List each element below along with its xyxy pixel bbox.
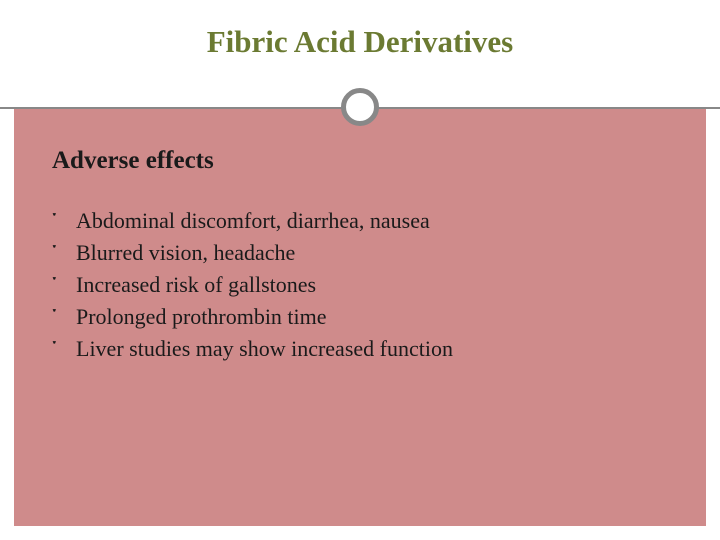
list-item-text: Abdominal discomfort, diarrhea, nausea	[76, 208, 430, 233]
list-item: ་ Increased risk of gallstones	[52, 269, 668, 301]
title-area: Fibric Acid Derivatives	[0, 0, 720, 78]
list-item: ་ Liver studies may show increased funct…	[52, 333, 668, 365]
list-item-text: Liver studies may show increased functio…	[76, 336, 453, 361]
list-item-text: Increased risk of gallstones	[76, 272, 316, 297]
subheading: Adverse effects	[52, 147, 668, 175]
list-item-text: Blurred vision, headache	[76, 240, 295, 265]
list-item: ་ Prolonged prothrombin time	[52, 301, 668, 333]
list-item-text: Prolonged prothrombin time	[76, 304, 327, 329]
body-area: Adverse effects ་ Abdominal discomfort, …	[14, 107, 706, 526]
bullet-icon: ་	[52, 269, 57, 301]
slide: Fibric Acid Derivatives Adverse effects …	[0, 0, 720, 540]
slide-title: Fibric Acid Derivatives	[0, 24, 720, 60]
list-item: ་ Abdominal discomfort, diarrhea, nausea	[52, 205, 668, 237]
bullet-icon: ་	[52, 301, 57, 333]
bullet-icon: ་	[52, 237, 57, 269]
bullet-list: ་ Abdominal discomfort, diarrhea, nausea…	[52, 205, 668, 364]
bullet-icon: ་	[52, 333, 57, 365]
list-item: ་ Blurred vision, headache	[52, 237, 668, 269]
bullet-icon: ་	[52, 205, 57, 237]
divider-circle-icon	[341, 88, 379, 126]
